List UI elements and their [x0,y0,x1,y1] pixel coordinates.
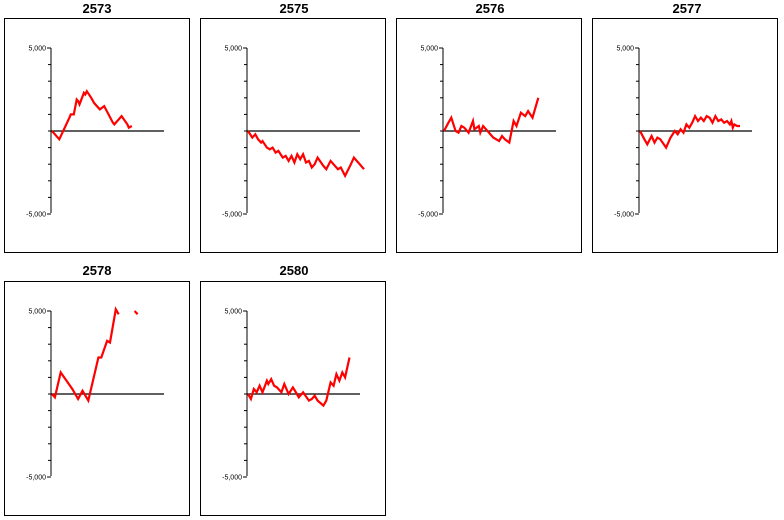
series-line [51,88,133,142]
y-tick-label-min: -5,000 [614,212,634,219]
series-line [51,306,120,404]
y-tick-label-max: 5,000 [224,309,242,316]
chart-title-2575: 2575 [279,1,309,16]
chart-panel-2575 [200,18,386,253]
chart-title-2577: 2577 [672,1,702,16]
series-line [247,130,365,179]
chart-title-2576: 2576 [475,1,505,16]
y-tick-label-max: 5,000 [224,46,242,53]
chart-panel-2573 [4,18,190,253]
y-tick-label-min: -5,000 [418,212,438,219]
chart-panel-2577 [592,18,778,253]
y-tick-label-max: 5,000 [420,46,438,53]
series-line [443,97,540,145]
chart-panel-2576 [396,18,582,253]
y-tick-label-max: 5,000 [28,46,46,53]
chart-title-2580: 2580 [279,263,309,278]
series-line [247,357,351,408]
y-tick-label-min: -5,000 [26,212,46,219]
series-line [133,310,139,316]
chart-panel-2580 [200,281,386,516]
y-tick-label-min: -5,000 [222,475,242,482]
y-tick-label-max: 5,000 [616,46,634,53]
y-tick-label-min: -5,000 [26,475,46,482]
series-line [639,113,740,150]
chart-title-2578: 2578 [82,263,112,278]
chart-title-2573: 2573 [82,1,112,16]
y-tick-label-max: 5,000 [28,309,46,316]
chart-panel-2578 [4,281,190,516]
y-tick-label-min: -5,000 [222,212,242,219]
